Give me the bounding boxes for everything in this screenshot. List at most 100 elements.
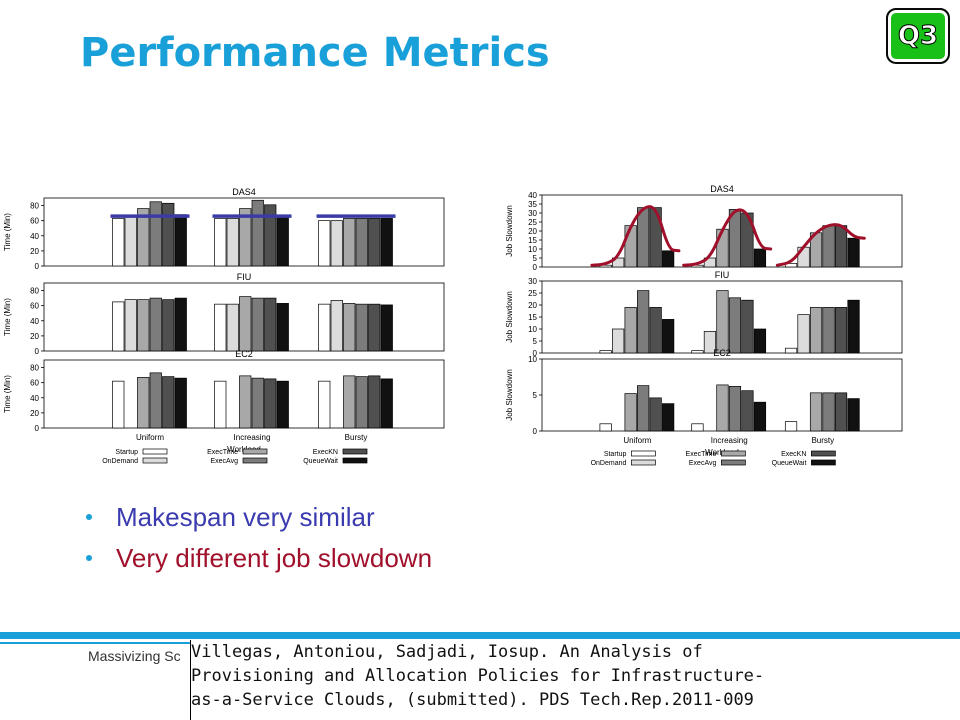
bar: [716, 228, 729, 268]
bar: [355, 303, 368, 352]
bar: [330, 300, 343, 352]
bullet-text: Makespan very similar: [116, 502, 375, 532]
bar: [716, 384, 729, 432]
y-tick-label: 15: [528, 236, 537, 245]
bar: [649, 207, 662, 268]
panel-title: EC2: [235, 349, 253, 359]
legend-swatch: [142, 448, 168, 455]
y-tick-label: 0: [533, 427, 538, 436]
bar: [112, 218, 125, 267]
y-tick-label: 60: [30, 379, 39, 388]
bar: [264, 297, 277, 352]
y-tick-label: 10: [528, 355, 537, 364]
category-label: Uniform: [623, 436, 651, 445]
y-tick-label: 0: [35, 347, 40, 356]
question-badge-label: Q3: [897, 21, 939, 52]
bar: [637, 207, 650, 268]
bar: [624, 225, 637, 268]
bar: [809, 392, 823, 432]
legend-swatch: [142, 457, 168, 464]
panel-title: EC2: [713, 348, 731, 358]
legend-swatch: [721, 450, 746, 457]
legend-label: ExecAvg: [689, 460, 717, 467]
bar: [137, 208, 150, 267]
bar: [380, 304, 393, 352]
bar: [368, 375, 381, 429]
bar: [251, 297, 264, 352]
y-tick-label: 35: [528, 200, 537, 209]
bar: [649, 397, 662, 432]
y-tick-label: 25: [528, 218, 537, 227]
y-tick-label: 0: [35, 424, 40, 433]
bullet-dot: [86, 514, 92, 520]
bar: [239, 296, 252, 352]
legend-swatch: [721, 459, 746, 466]
y-tick-label: 40: [30, 317, 39, 326]
y-tick-label: 20: [30, 409, 39, 418]
bar: [637, 385, 650, 432]
legend-swatch: [631, 459, 656, 466]
bar: [112, 301, 125, 352]
y-tick-label: 20: [30, 332, 39, 341]
bar: [703, 257, 717, 268]
question-badge: Q3: [886, 8, 950, 64]
bar: [753, 328, 767, 354]
bar: [264, 378, 277, 429]
panel-title: FIU: [237, 272, 252, 282]
bar: [368, 303, 381, 352]
bar: [318, 303, 331, 352]
bar: [162, 376, 175, 429]
bar: [251, 377, 264, 429]
footer-rule-thick: [0, 632, 960, 639]
bullet-item: Makespan very similar: [86, 502, 432, 533]
bar: [624, 393, 637, 432]
y-tick-label: 80: [30, 364, 39, 373]
bar: [214, 218, 227, 267]
bar: [214, 303, 227, 352]
legend-label: OnDemand: [102, 458, 138, 465]
legend-label: ExecKN: [313, 449, 338, 456]
bar: [637, 290, 650, 354]
bar: [834, 307, 848, 354]
footer-text: Massivizing Sc: [88, 648, 181, 664]
y-tick-label: 5: [533, 337, 538, 346]
bar: [174, 214, 187, 267]
y-tick-label: 20: [528, 227, 537, 236]
legend-label: QueueWait: [303, 458, 338, 465]
bar: [162, 299, 175, 352]
legend-label: Startup: [604, 451, 627, 458]
citation-line: Villegas, Antoniou, Sadjadi, Iosup. An A…: [191, 642, 703, 662]
y-tick-label: 10: [528, 325, 537, 334]
legend-label: ExecAvg: [211, 458, 239, 465]
bar: [276, 303, 289, 352]
bar: [716, 290, 729, 354]
category-label: Uniform: [136, 433, 164, 442]
y-tick-label: 15: [528, 313, 537, 322]
y-axis-label: Time (Min): [3, 375, 12, 413]
bar: [124, 215, 137, 267]
bar: [662, 403, 675, 432]
slowdown-trend-curve: [775, 223, 866, 267]
bar: [380, 378, 393, 429]
bar: [368, 218, 381, 267]
bar: [149, 297, 162, 352]
bar: [124, 299, 137, 352]
bar: [753, 401, 767, 432]
bar: [753, 248, 767, 268]
bar: [703, 331, 717, 354]
citation-line: Provisioning and Allocation Policies for…: [191, 666, 765, 686]
bar: [649, 307, 662, 354]
bar: [276, 215, 289, 267]
bar: [226, 303, 239, 352]
bar: [809, 307, 823, 354]
y-tick-label: 40: [30, 394, 39, 403]
y-tick-label: 40: [528, 191, 537, 200]
legend-label: OnDemand: [591, 460, 627, 467]
legend-swatch: [811, 450, 836, 457]
bar: [343, 218, 356, 267]
bar: [174, 377, 187, 429]
bar: [112, 380, 125, 429]
bar: [174, 297, 187, 352]
legend-swatch: [342, 448, 368, 455]
bar: [355, 376, 368, 429]
